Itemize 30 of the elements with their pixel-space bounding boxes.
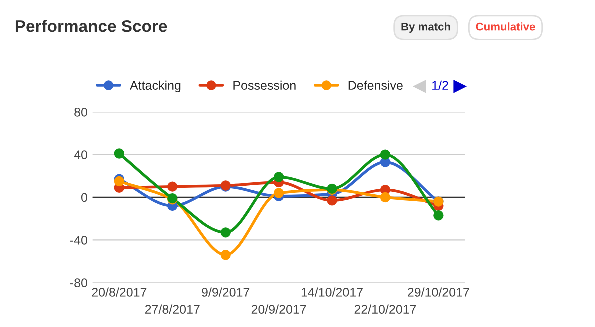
x-tick-label: 20/8/2017 <box>92 288 147 297</box>
text: 1/2 <box>432 80 448 90</box>
point <box>380 150 391 160</box>
x-tick-label: 22/10/2017 <box>354 304 416 314</box>
point <box>114 148 125 159</box>
point <box>114 176 125 187</box>
y-tick-label: 0 <box>81 193 88 202</box>
point <box>220 250 231 260</box>
y-tick-label: 80 <box>74 108 88 117</box>
chart-title: Performance Score <box>16 20 168 32</box>
text: Cumulative <box>476 22 536 31</box>
point <box>274 188 284 198</box>
x-tick-label: 9/9/2017 <box>202 288 250 297</box>
y-tick-label: 40 <box>74 150 88 160</box>
point <box>327 196 338 206</box>
y-tick-label: -80 <box>70 278 88 288</box>
x-tick-label: 20/9/2017 <box>252 304 306 314</box>
legend-label: Attacking <box>130 80 181 92</box>
point <box>220 228 231 238</box>
point <box>274 172 284 182</box>
text: By match <box>402 22 450 33</box>
x-tick-label: 14/10/2017 <box>302 288 363 297</box>
point <box>168 182 178 192</box>
point <box>434 210 444 221</box>
legend-label: Defensive <box>348 80 403 90</box>
legend-label: Possession <box>234 80 296 90</box>
point <box>380 192 391 203</box>
x-tick-label: 29/10/2017 <box>408 288 470 297</box>
x-tick-label: 27/8/2017 <box>145 304 200 314</box>
y-tick-label: -40 <box>70 236 88 245</box>
